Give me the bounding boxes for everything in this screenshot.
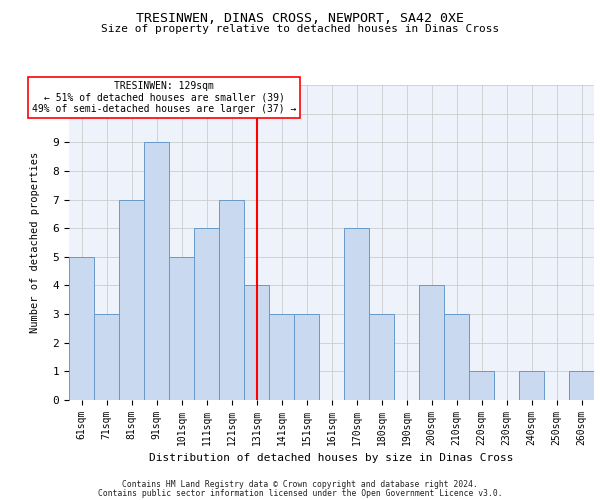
Bar (244, 286, 269, 400)
Bar (419, 286, 444, 400)
Bar (444, 314, 469, 400)
Text: TRESINWEN, DINAS CROSS, NEWPORT, SA42 0XE: TRESINWEN, DINAS CROSS, NEWPORT, SA42 0X… (136, 12, 464, 26)
Bar (69, 257, 94, 400)
Bar (94, 314, 119, 400)
Text: Size of property relative to detached houses in Dinas Cross: Size of property relative to detached ho… (101, 24, 499, 34)
X-axis label: Distribution of detached houses by size in Dinas Cross: Distribution of detached houses by size … (149, 454, 514, 464)
Bar (269, 314, 294, 400)
Bar (469, 372, 494, 400)
Text: Contains public sector information licensed under the Open Government Licence v3: Contains public sector information licen… (98, 488, 502, 498)
Bar (294, 314, 319, 400)
Bar (369, 314, 394, 400)
Bar (219, 200, 244, 400)
Text: Contains HM Land Registry data © Crown copyright and database right 2024.: Contains HM Land Registry data © Crown c… (122, 480, 478, 489)
Text: TRESINWEN: 129sqm
← 51% of detached houses are smaller (39)
49% of semi-detached: TRESINWEN: 129sqm ← 51% of detached hous… (32, 82, 296, 114)
Bar (169, 257, 194, 400)
Bar (569, 372, 594, 400)
Y-axis label: Number of detached properties: Number of detached properties (30, 152, 40, 333)
Bar (519, 372, 544, 400)
Bar (119, 200, 144, 400)
Bar (344, 228, 369, 400)
Bar (194, 228, 219, 400)
Bar (144, 142, 169, 400)
